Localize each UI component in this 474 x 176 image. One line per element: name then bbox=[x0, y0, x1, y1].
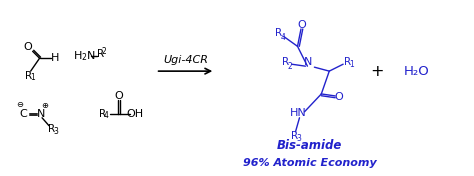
Text: O: O bbox=[298, 20, 306, 30]
Text: 4: 4 bbox=[104, 111, 109, 120]
Text: R: R bbox=[291, 131, 298, 141]
Text: 2: 2 bbox=[101, 47, 106, 56]
Text: N: N bbox=[304, 57, 313, 67]
Text: R: R bbox=[275, 29, 282, 38]
Text: H₂O: H₂O bbox=[404, 65, 429, 78]
Text: R: R bbox=[25, 71, 32, 81]
Text: 3: 3 bbox=[297, 134, 301, 143]
Text: HN: HN bbox=[290, 108, 307, 118]
Text: Bis-amide: Bis-amide bbox=[277, 139, 342, 152]
Text: +: + bbox=[370, 64, 383, 79]
Text: 1: 1 bbox=[30, 73, 35, 82]
Text: R: R bbox=[48, 124, 55, 134]
Text: N: N bbox=[37, 109, 45, 119]
Text: 4: 4 bbox=[281, 33, 285, 42]
Text: C: C bbox=[20, 109, 27, 119]
Text: ⊖: ⊖ bbox=[16, 100, 23, 109]
Text: O: O bbox=[335, 92, 344, 102]
Text: O: O bbox=[114, 92, 123, 101]
Text: 96% Atomic Economy: 96% Atomic Economy bbox=[243, 158, 376, 168]
Text: 1: 1 bbox=[349, 60, 354, 69]
Text: O: O bbox=[24, 42, 33, 52]
Text: ⊕: ⊕ bbox=[42, 101, 48, 110]
Text: R: R bbox=[282, 57, 289, 67]
Text: 2: 2 bbox=[288, 62, 292, 71]
Text: OH: OH bbox=[127, 109, 144, 119]
Text: Ugi-4CR: Ugi-4CR bbox=[163, 55, 208, 65]
Text: R: R bbox=[97, 49, 104, 59]
Text: R: R bbox=[344, 57, 351, 67]
Text: R: R bbox=[99, 109, 106, 119]
Text: H: H bbox=[51, 53, 59, 63]
Text: H$_2$N: H$_2$N bbox=[73, 49, 96, 63]
Text: 3: 3 bbox=[54, 127, 58, 136]
